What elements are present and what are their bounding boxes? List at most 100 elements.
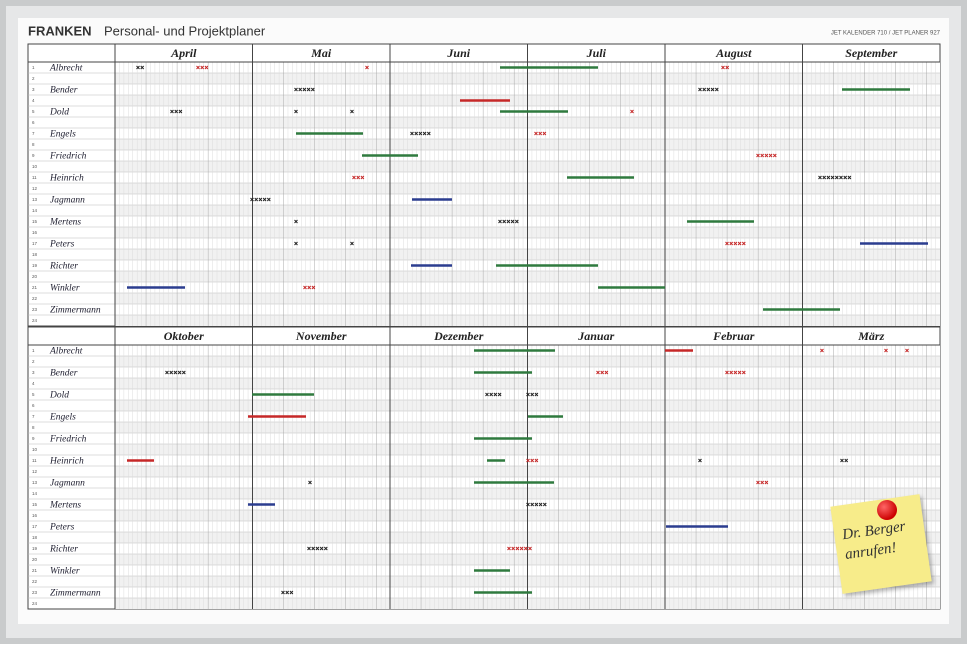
row-number: 19 bbox=[32, 263, 38, 268]
row-number: 16 bbox=[32, 230, 38, 235]
cross-mark bbox=[493, 392, 498, 397]
cross-mark bbox=[706, 87, 711, 92]
row-number: 9 bbox=[32, 153, 35, 158]
cross-mark bbox=[538, 502, 543, 507]
cross-mark bbox=[698, 87, 702, 92]
row-number: 6 bbox=[32, 120, 35, 125]
month-label: März bbox=[857, 329, 884, 343]
cross-mark bbox=[534, 392, 539, 397]
row-number: 3 bbox=[32, 87, 35, 92]
cross-mark bbox=[306, 87, 311, 92]
cross-mark bbox=[307, 546, 311, 551]
cross-mark bbox=[768, 153, 773, 158]
cross-mark bbox=[905, 348, 909, 353]
cross-mark bbox=[847, 175, 852, 180]
cross-mark bbox=[843, 175, 848, 180]
cross-mark bbox=[760, 480, 765, 485]
cross-mark bbox=[165, 370, 169, 375]
row-number: 2 bbox=[32, 359, 35, 364]
cross-mark bbox=[741, 370, 746, 375]
title: Personal- und Projektplaner bbox=[104, 23, 266, 38]
cross-mark bbox=[764, 480, 769, 485]
cross-mark bbox=[169, 370, 174, 375]
row-number: 24 bbox=[32, 601, 38, 606]
cross-mark bbox=[311, 285, 316, 290]
row-number: 12 bbox=[32, 469, 38, 474]
row-number: 8 bbox=[32, 142, 35, 147]
row-number: 13 bbox=[32, 480, 38, 485]
cross-mark bbox=[538, 131, 543, 136]
row-number: 3 bbox=[32, 370, 35, 375]
cross-mark bbox=[356, 175, 361, 180]
cross-mark bbox=[485, 392, 489, 397]
cross-mark bbox=[422, 131, 427, 136]
month-label: September bbox=[845, 46, 897, 60]
cross-mark bbox=[410, 131, 414, 136]
cross-mark bbox=[710, 87, 715, 92]
cross-mark bbox=[262, 197, 267, 202]
cross-mark bbox=[526, 458, 530, 463]
name: Jagmann bbox=[50, 479, 85, 489]
name: Winkler bbox=[50, 284, 80, 294]
cross-mark bbox=[497, 392, 502, 397]
name: Jagmann bbox=[50, 196, 85, 206]
row-number: 11 bbox=[32, 458, 37, 463]
name: Zimmermann bbox=[50, 306, 101, 316]
cross-mark bbox=[254, 197, 259, 202]
name: Dold bbox=[49, 391, 69, 401]
row-number: 7 bbox=[32, 414, 35, 419]
row-number: 19 bbox=[32, 546, 38, 551]
row-number: 17 bbox=[32, 524, 38, 529]
name: Zimmermann bbox=[50, 589, 101, 599]
row-number: 22 bbox=[32, 296, 38, 301]
month-label: Januar bbox=[577, 329, 614, 343]
cross-mark bbox=[737, 370, 742, 375]
cross-mark bbox=[530, 392, 535, 397]
cross-mark bbox=[181, 370, 186, 375]
cross-mark bbox=[303, 285, 307, 290]
row-number: 14 bbox=[32, 208, 38, 213]
cross-mark bbox=[294, 241, 298, 246]
row-number: 15 bbox=[32, 219, 38, 224]
cross-mark bbox=[170, 109, 174, 114]
cross-mark bbox=[826, 175, 831, 180]
name: Friedrich bbox=[49, 435, 87, 445]
cross-mark bbox=[319, 546, 324, 551]
month-label: Mai bbox=[310, 46, 332, 60]
cross-mark bbox=[506, 219, 511, 224]
cross-mark bbox=[294, 219, 298, 224]
cross-mark bbox=[308, 480, 312, 485]
name: Albrecht bbox=[49, 64, 83, 74]
cross-mark bbox=[352, 175, 356, 180]
cross-mark bbox=[839, 175, 843, 180]
row-number: 23 bbox=[32, 307, 38, 312]
cross-mark bbox=[289, 590, 294, 595]
row-number: 11 bbox=[32, 175, 37, 180]
row-number: 2 bbox=[32, 76, 35, 81]
cross-mark bbox=[310, 87, 315, 92]
row-number: 5 bbox=[32, 392, 35, 397]
name: Bender bbox=[50, 369, 78, 379]
month-label: Februar bbox=[712, 329, 755, 343]
cross-mark bbox=[737, 241, 742, 246]
name: Albrecht bbox=[49, 347, 83, 357]
cross-mark bbox=[725, 241, 729, 246]
row-number: 9 bbox=[32, 436, 35, 441]
name: Peters bbox=[49, 240, 75, 250]
row-number: 16 bbox=[32, 513, 38, 518]
month-label: Oktober bbox=[164, 329, 204, 343]
cross-mark bbox=[514, 219, 519, 224]
cross-mark bbox=[884, 348, 888, 353]
cross-mark bbox=[702, 87, 707, 92]
cross-mark bbox=[534, 458, 539, 463]
cross-mark bbox=[526, 502, 530, 507]
cross-mark bbox=[507, 546, 511, 551]
name: Heinrich bbox=[49, 457, 84, 467]
cross-mark bbox=[756, 480, 760, 485]
cross-mark bbox=[294, 109, 298, 114]
cross-mark bbox=[323, 546, 328, 551]
cross-mark bbox=[196, 65, 200, 70]
row-number: 17 bbox=[32, 241, 38, 246]
